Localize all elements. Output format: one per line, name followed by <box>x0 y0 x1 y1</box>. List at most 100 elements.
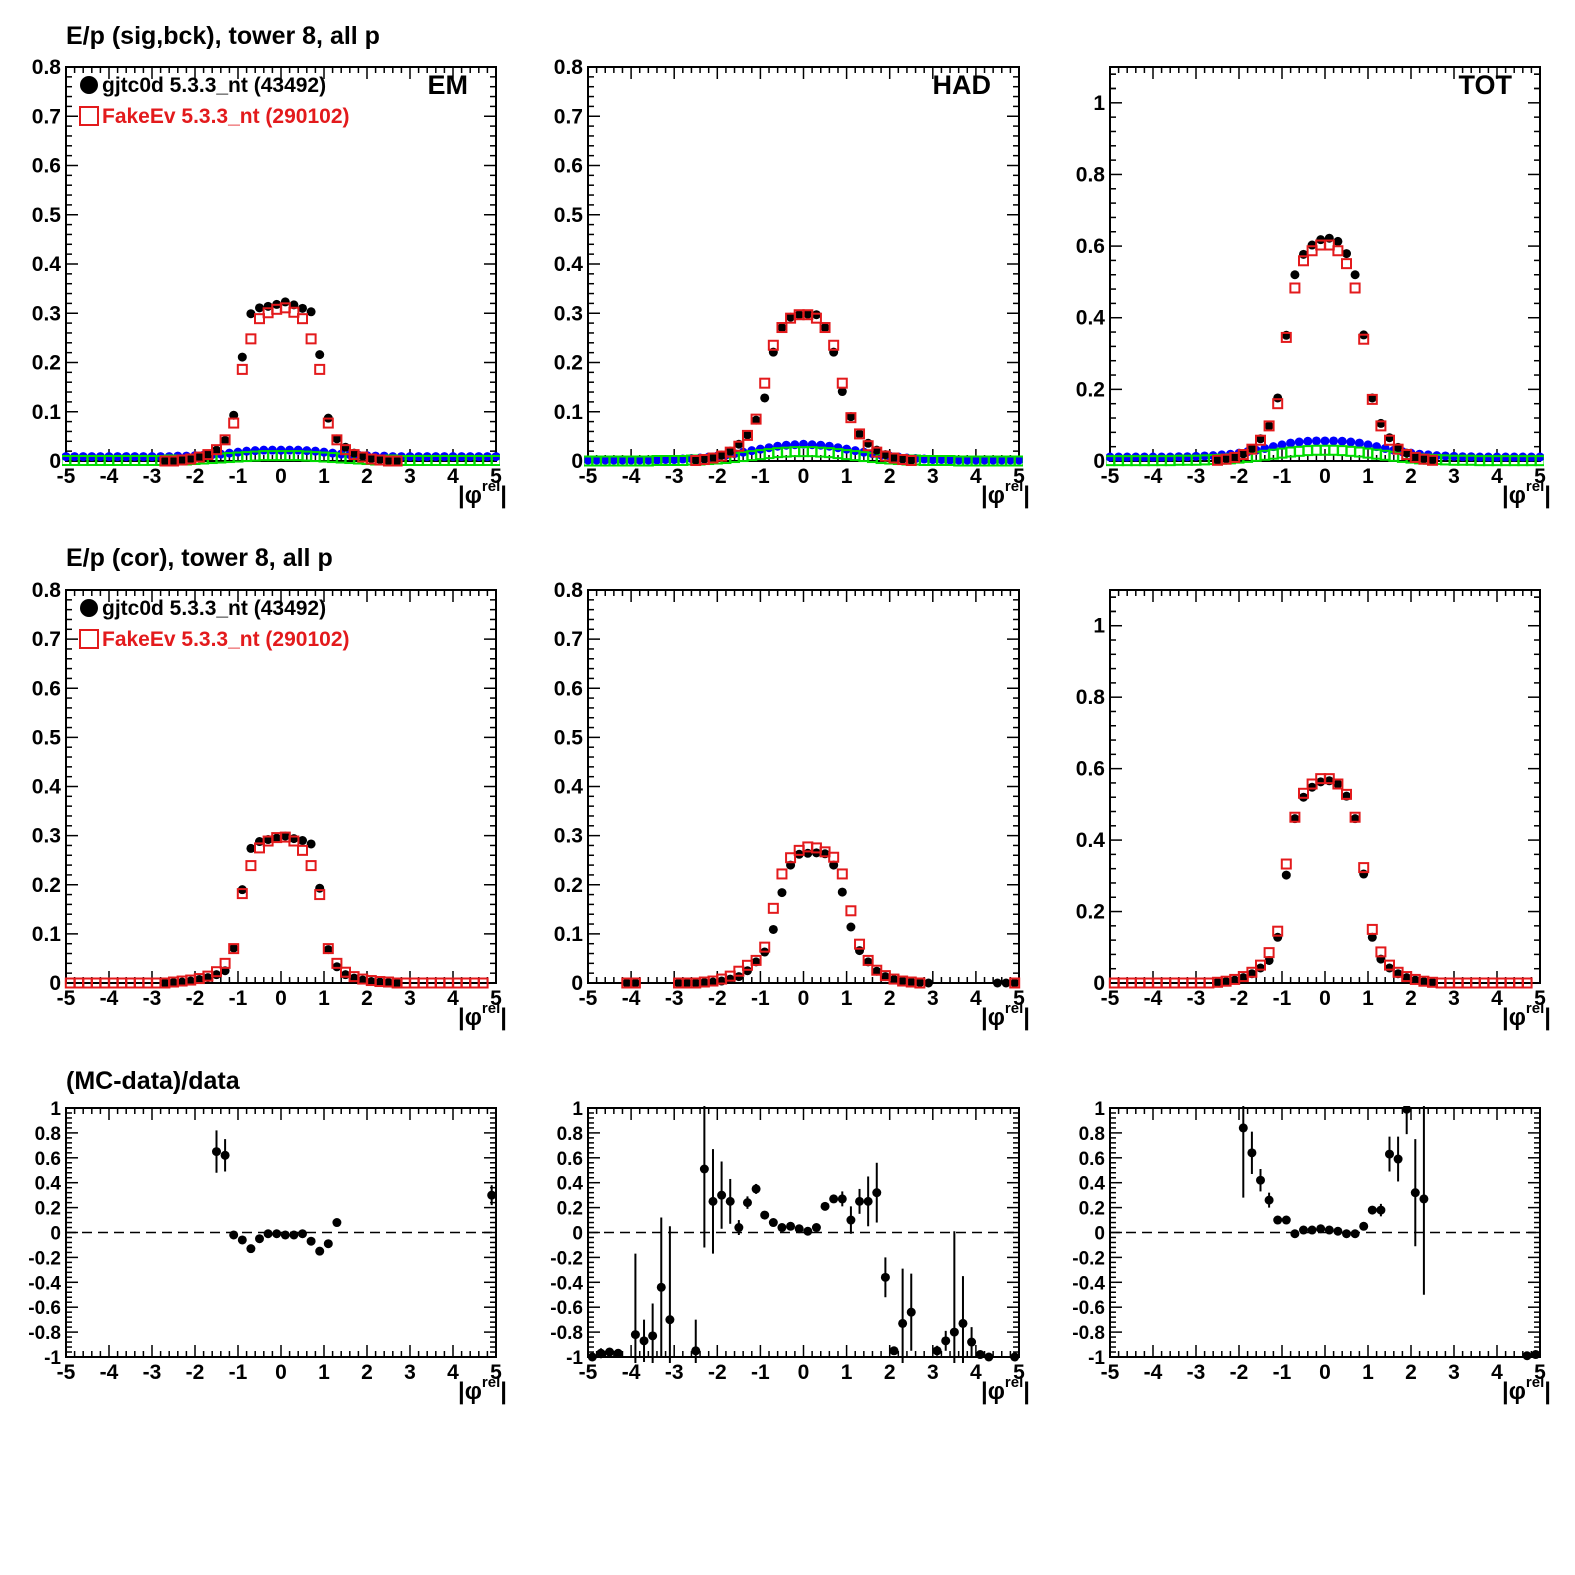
data-point <box>1289 811 1301 823</box>
data-point <box>1294 437 1304 447</box>
chart-panel-sigbck-tot: -5 -4 -3 -2 -1 0 1 2 3 4 5 0 0.2 0.4 0.6 0.8 1 |φrel| TOT <box>1076 66 1551 509</box>
data-point <box>1238 1123 1248 1133</box>
data-point <box>1001 978 1011 988</box>
data-point <box>717 450 727 460</box>
data-point <box>836 377 848 389</box>
row-title-sigbck: E/p (sig,bck), tower 8, all p <box>66 22 380 50</box>
data-point <box>932 1346 942 1356</box>
data-point <box>846 922 856 932</box>
data-point <box>1281 1215 1291 1225</box>
data-point <box>254 842 265 854</box>
x-tick-label: -2 <box>186 987 205 1010</box>
series-1 <box>160 831 402 988</box>
data-point <box>828 339 840 351</box>
y-tick-label: -0.6 <box>28 1298 61 1319</box>
y-tick-label: 0 <box>1094 1224 1105 1245</box>
data-point <box>1323 239 1335 251</box>
data-point <box>1419 1194 1429 1204</box>
y-tick-label: 0.8 <box>554 56 584 79</box>
data-point <box>880 1272 890 1282</box>
y-tick-label: 0.6 <box>1076 758 1105 781</box>
data-point <box>1428 977 1437 987</box>
y-tick-label: -0.8 <box>550 1323 583 1344</box>
data-point <box>1341 788 1352 800</box>
legend-label: FakeEv 5.3.3_nt (290102) <box>102 105 350 128</box>
data-point <box>863 1196 873 1206</box>
data-point <box>828 851 840 863</box>
data-point <box>760 1210 770 1220</box>
data-point <box>314 363 326 375</box>
legend: gjtc0d 5.3.3_nt (43492) FakeEv 5.3.3_nt (… <box>79 74 350 128</box>
x-tick-label: 2 <box>1405 465 1417 488</box>
data-point <box>1393 1154 1403 1164</box>
data-point <box>1337 436 1347 446</box>
data-point <box>177 455 187 465</box>
y-tick-label: 0.4 <box>1076 829 1106 852</box>
data-point <box>691 455 701 465</box>
y-tick-label: 0.8 <box>32 56 62 79</box>
y-tick-label: 0.6 <box>32 677 61 700</box>
data-point <box>1534 455 1544 467</box>
x-axis-label: |φrel| <box>458 1374 507 1405</box>
x-tick-label: -1 <box>1273 465 1292 488</box>
x-tick-label: 3 <box>1448 987 1460 1010</box>
y-tick-label: 0.7 <box>554 105 583 128</box>
x-axis-label-bar: | <box>1544 1004 1551 1031</box>
data-point <box>786 1221 796 1231</box>
x-tick-label: -4 <box>100 1361 119 1384</box>
y-tick-label: 0.7 <box>32 628 61 651</box>
series-1 <box>622 848 1020 988</box>
x-tick-label: 3 <box>927 987 939 1010</box>
y-tick-label: 0.8 <box>554 579 584 602</box>
data-point <box>1289 282 1301 294</box>
data-point <box>160 456 170 466</box>
data-point <box>203 450 213 460</box>
data-point <box>854 428 866 440</box>
y-tick-label: 0.6 <box>1079 1149 1105 1170</box>
data-point <box>665 1315 675 1325</box>
data-point <box>1255 434 1266 446</box>
y-tick-label: 1 <box>572 1099 583 1120</box>
data-point <box>630 978 640 988</box>
data-point <box>1272 398 1284 410</box>
data-point <box>872 966 882 976</box>
data-point <box>1246 443 1258 455</box>
x-axis-label-sup: rel <box>482 1374 500 1391</box>
data-point <box>587 1352 597 1362</box>
x-tick-label: -2 <box>708 465 727 488</box>
data-point <box>1349 811 1361 823</box>
data-point <box>811 310 821 320</box>
data-point <box>272 1229 282 1239</box>
data-point <box>1316 1224 1326 1234</box>
data-point <box>699 454 709 464</box>
data-point <box>1230 975 1240 985</box>
y-tick-label: 0.6 <box>1076 235 1105 258</box>
y-tick-label: 0.7 <box>32 105 61 128</box>
y-tick-label: 0.8 <box>35 1124 61 1145</box>
data-point <box>1349 282 1361 294</box>
data-point <box>298 303 307 313</box>
data-point <box>584 455 593 465</box>
x-tick-label: -3 <box>665 987 684 1010</box>
data-point <box>889 452 899 462</box>
x-tick-label: -1 <box>229 1361 248 1384</box>
data-point <box>600 455 610 465</box>
y-tick-label: 0.4 <box>32 253 62 276</box>
data-point <box>160 978 170 988</box>
legend-marker <box>80 76 98 94</box>
x-tick-label: -5 <box>1101 987 1120 1010</box>
x-tick-label: -1 <box>1273 1361 1292 1384</box>
x-axis-label: |φrel| <box>1502 1000 1551 1031</box>
x-tick-label: -3 <box>665 1361 684 1384</box>
data-point <box>1281 870 1291 880</box>
data-point <box>708 452 718 462</box>
series-2 <box>621 841 1021 989</box>
data-point <box>810 312 822 324</box>
data-point <box>759 377 771 389</box>
x-tick-label: -5 <box>1101 1361 1120 1384</box>
y-tick-label: 1 <box>1093 92 1105 115</box>
data-point <box>358 975 368 985</box>
data-point <box>777 888 787 898</box>
series-2 <box>1106 444 1544 467</box>
data-point <box>331 957 343 969</box>
